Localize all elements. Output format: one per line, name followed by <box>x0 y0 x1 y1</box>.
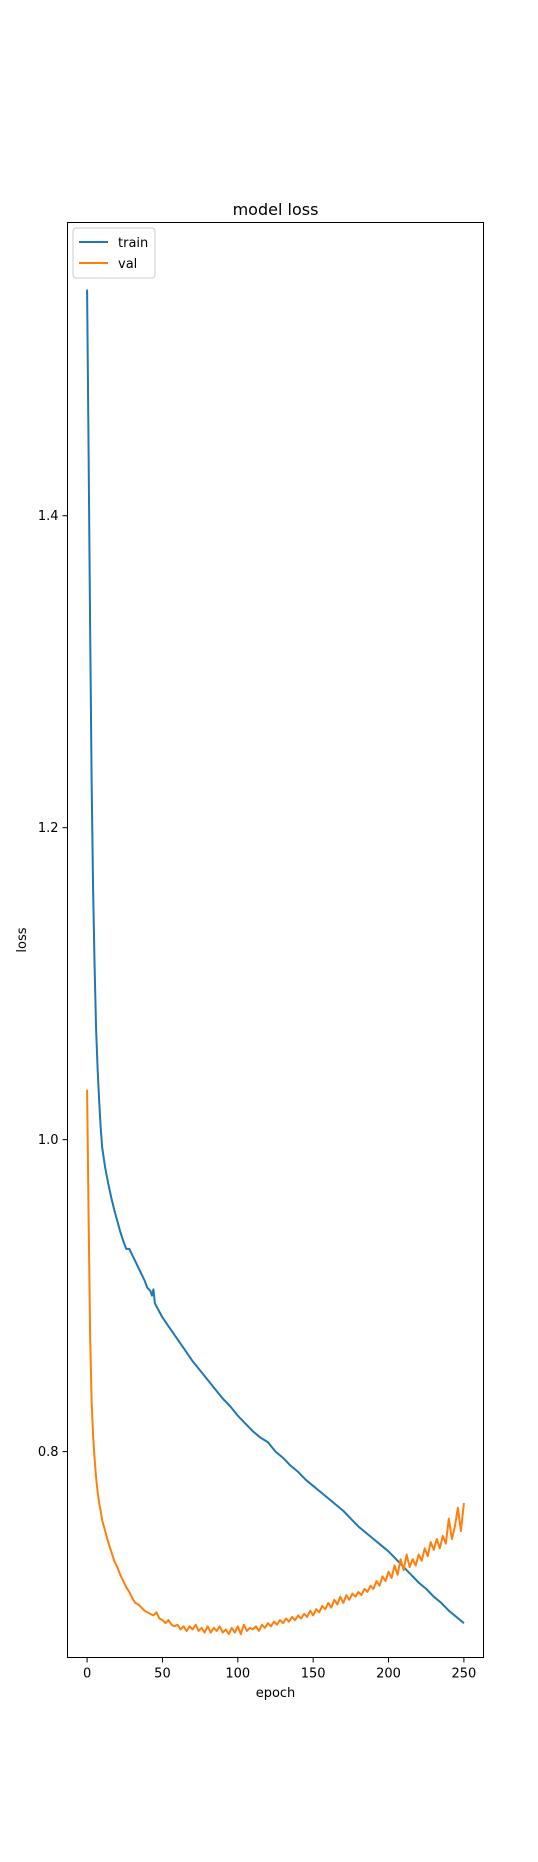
x-tick-label: 0 <box>83 1667 91 1682</box>
x-tick-label: 150 <box>301 1667 326 1682</box>
x-tick-label: 100 <box>225 1667 250 1682</box>
x-tick-label: 200 <box>376 1667 401 1682</box>
y-axis-ticks: 0.8 1.0 1.2 1.4 <box>38 509 68 1460</box>
legend-label-val: val <box>118 257 137 272</box>
chart-title: model loss <box>233 200 319 219</box>
y-tick-label: 1.0 <box>38 1133 59 1148</box>
x-tick-label: 250 <box>451 1667 476 1682</box>
legend-label-train: train <box>118 236 148 251</box>
series-line-val <box>86 1089 465 1636</box>
y-axis-label: loss <box>15 927 30 952</box>
plot-frame <box>67 222 484 1658</box>
y-tick-label: 1.2 <box>38 821 59 836</box>
x-axis-label: epoch <box>256 1686 296 1701</box>
legend: train val <box>72 227 156 279</box>
x-axis-ticks: 0 50 100 150 200 250 <box>83 1657 476 1682</box>
series-line-train <box>86 289 465 1624</box>
x-tick-label: 50 <box>154 1667 171 1682</box>
plot-lines <box>86 289 465 1636</box>
legend-box <box>72 227 156 279</box>
y-tick-label: 1.4 <box>38 509 59 524</box>
y-tick-label: 0.8 <box>38 1445 59 1460</box>
